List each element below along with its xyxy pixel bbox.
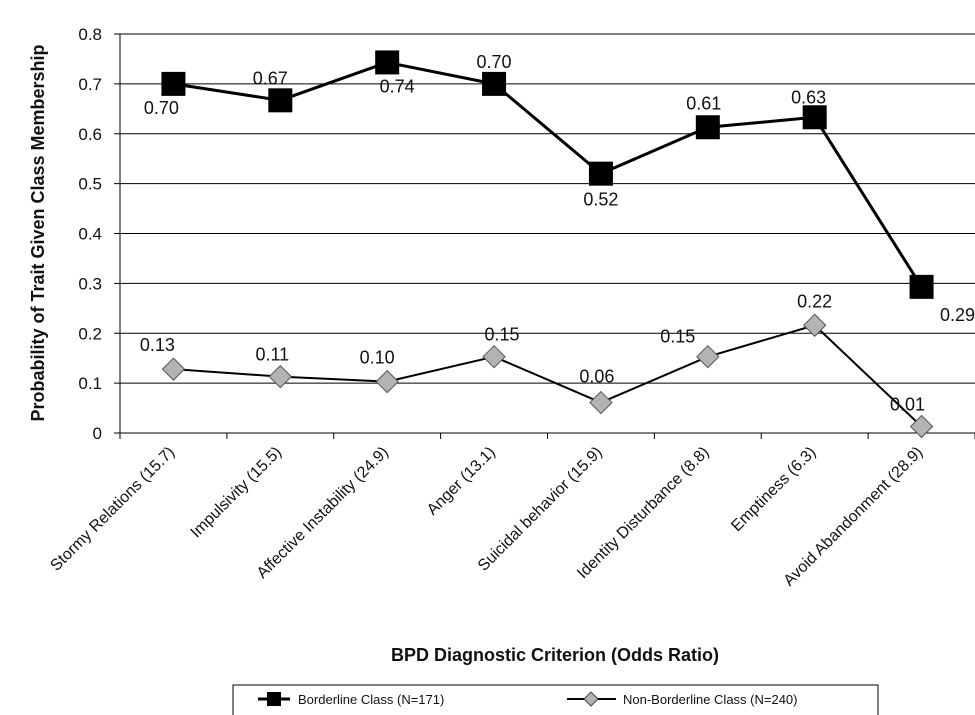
y-tick-label: 0.1 bbox=[78, 374, 102, 393]
x-category-label: Impulsivity (15.5) bbox=[188, 444, 286, 542]
borderline-point bbox=[482, 71, 507, 96]
legend-marker-nonborderline bbox=[583, 691, 599, 707]
y-tick-labels: 0 0.1 0.2 0.3 0.4 0.5 0.6 0.7 0.8 bbox=[78, 25, 102, 443]
nonborderline-point bbox=[268, 364, 293, 389]
data-label: 0.10 bbox=[360, 348, 395, 368]
data-label: 0.67 bbox=[253, 68, 288, 88]
y-tick-label: 0.2 bbox=[78, 324, 102, 343]
x-category-label: Stormy Relations (15.7) bbox=[47, 444, 178, 575]
data-labels: 0.70 0.67 0.74 0.70 0.52 0.61 0.63 0.29 0.13 0.11… bbox=[140, 52, 975, 415]
x-category-label: Suicidal behavior (15.9) bbox=[475, 444, 606, 575]
nonborderline-point bbox=[909, 414, 934, 439]
y-tick-label: 0.3 bbox=[78, 274, 102, 293]
y-tick-label: 0.6 bbox=[78, 125, 102, 144]
data-label: 0.70 bbox=[477, 52, 512, 72]
y-axis-title: Probability of Trait Given Class Members… bbox=[28, 44, 48, 421]
y-tick-label: 0.7 bbox=[78, 75, 102, 94]
x-axis-title: BPD Diagnostic Criterion (Odds Ratio) bbox=[391, 645, 719, 665]
data-label: 0.11 bbox=[255, 345, 289, 365]
series-line-borderline bbox=[173, 60, 923, 288]
legend-label-nonborderline: Non-Borderline Class (N=240) bbox=[623, 692, 798, 707]
series-markers bbox=[161, 50, 934, 439]
nonborderline-point bbox=[161, 357, 186, 381]
data-label: 0.01 bbox=[890, 395, 925, 415]
borderline-point bbox=[588, 161, 613, 186]
legend-label-borderline: Borderline Class (N=171) bbox=[298, 692, 444, 707]
y-tick-label: 0.5 bbox=[78, 175, 102, 194]
legend-box bbox=[232, 684, 879, 715]
borderline-point bbox=[909, 274, 934, 299]
data-label: 0.63 bbox=[791, 87, 826, 107]
data-label: 0.13 bbox=[140, 335, 175, 355]
data-label: 0.15 bbox=[660, 327, 695, 347]
data-label: 0.15 bbox=[485, 325, 520, 345]
borderline-point bbox=[268, 88, 293, 113]
y-tick-label: 0.4 bbox=[78, 225, 102, 244]
x-category-labels: Stormy Relations (15.7) Impulsivity (15.5… bbox=[47, 444, 926, 590]
borderline-point bbox=[802, 105, 827, 130]
borderline-point bbox=[695, 115, 720, 140]
borderline-point bbox=[161, 71, 186, 96]
data-label: 0.29 bbox=[940, 305, 975, 325]
borderline-point bbox=[375, 50, 400, 75]
data-label: 0.61 bbox=[686, 93, 721, 113]
legend: Borderline Class (N=171) Non-Borderline … bbox=[232, 684, 879, 715]
nonborderline-point bbox=[696, 344, 720, 369]
nonborderline-point bbox=[589, 390, 613, 415]
series-lines bbox=[173, 60, 923, 428]
data-label: 0.52 bbox=[583, 190, 618, 210]
data-label: 0.70 bbox=[144, 98, 179, 118]
nonborderline-point bbox=[375, 369, 399, 394]
nonborderline-point bbox=[802, 313, 827, 337]
x-category-label: Anger (13.1) bbox=[424, 444, 499, 519]
legend-marker-borderline bbox=[267, 692, 281, 706]
x-category-label: Emptiness (6.3) bbox=[728, 444, 819, 535]
data-label: 0.22 bbox=[797, 291, 832, 311]
data-label: 0.74 bbox=[380, 76, 415, 96]
nonborderline-point bbox=[482, 344, 506, 369]
y-tick-label: 0 bbox=[93, 424, 102, 443]
y-tick-label: 0.8 bbox=[78, 25, 102, 44]
series-line-nonborderline bbox=[173, 324, 923, 428]
data-label: 0.06 bbox=[579, 367, 614, 387]
gridlines bbox=[114, 33, 975, 439]
